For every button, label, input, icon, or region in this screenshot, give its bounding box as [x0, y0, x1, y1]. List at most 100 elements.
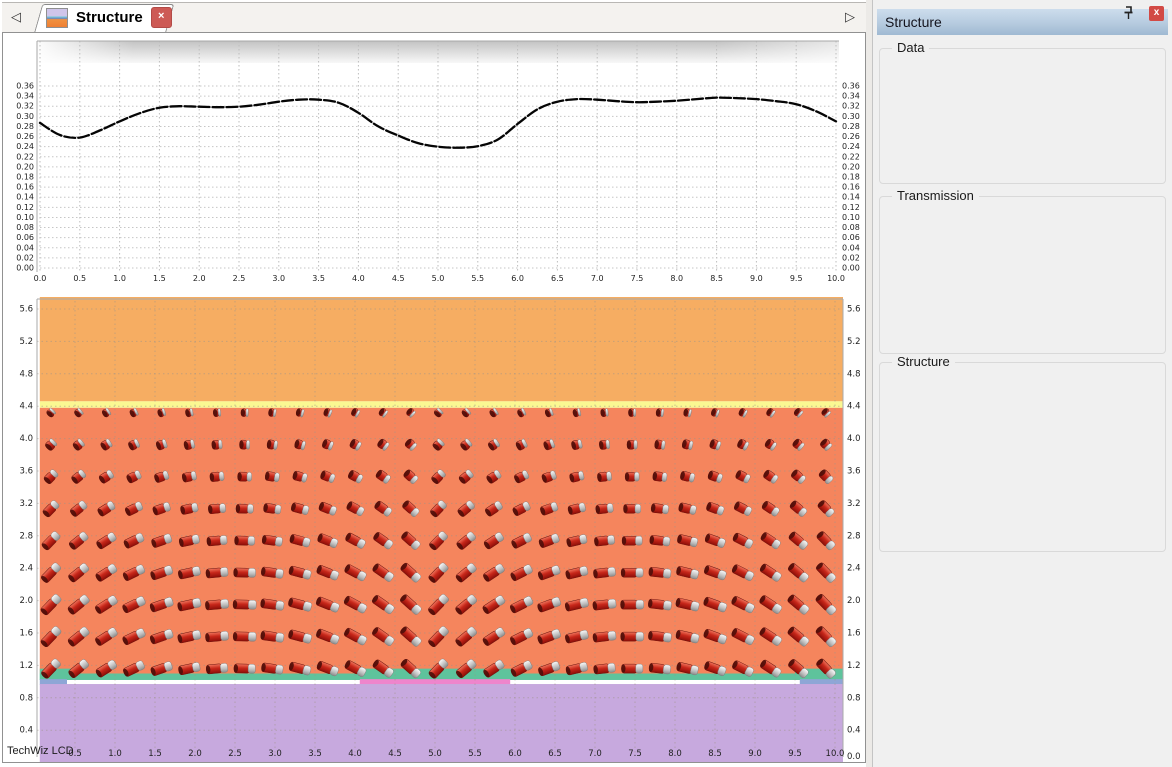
- svg-text:5.5: 5.5: [471, 274, 484, 283]
- svg-text:4.4: 4.4: [19, 402, 33, 412]
- transmission-group: Transmission: [879, 188, 1166, 354]
- svg-text:0.04: 0.04: [16, 243, 34, 252]
- svg-text:0.36: 0.36: [16, 82, 34, 91]
- svg-text:2.4: 2.4: [847, 564, 861, 574]
- svg-text:4.8: 4.8: [19, 369, 33, 379]
- svg-text:0.20: 0.20: [842, 162, 860, 171]
- svg-text:0.30: 0.30: [16, 112, 34, 121]
- svg-text:0.26: 0.26: [16, 132, 34, 141]
- svg-text:2.0: 2.0: [193, 274, 206, 283]
- panel-title-bar: Structure: [877, 9, 1168, 35]
- svg-text:8.5: 8.5: [710, 274, 723, 283]
- svg-text:1.6: 1.6: [847, 629, 861, 639]
- svg-text:2.8: 2.8: [847, 531, 861, 541]
- svg-text:3.6: 3.6: [847, 467, 861, 477]
- svg-text:2.4: 2.4: [19, 564, 33, 574]
- svg-text:4.0: 4.0: [19, 434, 33, 444]
- svg-text:1.5: 1.5: [153, 274, 166, 283]
- transmission-chart[interactable]: 0.36 0.36 0.34 0.34 0.32 0.32 0.30 0.30 0.28 0.28…: [3, 33, 865, 297]
- svg-text:1.2: 1.2: [847, 661, 861, 671]
- svg-text:0.36: 0.36: [842, 82, 860, 91]
- svg-text:8.5: 8.5: [708, 749, 722, 759]
- svg-text:3.0: 3.0: [272, 274, 285, 283]
- pin-icon[interactable]: [1120, 5, 1136, 21]
- svg-text:0.14: 0.14: [16, 193, 34, 202]
- svg-text:6.0: 6.0: [508, 749, 522, 759]
- svg-text:5.6: 5.6: [847, 305, 861, 315]
- svg-text:0.16: 0.16: [842, 183, 860, 192]
- structure-group-label: Structure: [892, 354, 955, 369]
- svg-text:0.00: 0.00: [842, 264, 860, 273]
- svg-text:4.4: 4.4: [847, 402, 861, 412]
- svg-text:0.32: 0.32: [842, 102, 860, 111]
- svg-text:0.00: 0.00: [16, 264, 34, 273]
- svg-text:0.06: 0.06: [16, 233, 34, 242]
- structure-visualization[interactable]: 5.6 5.2 4.8 4.4 4.0 3.6 3.2 2.8 2.4 2.0 1.6 1.2 0.8 0…: [3, 297, 865, 762]
- svg-text:2.5: 2.5: [228, 749, 242, 759]
- svg-text:0.26: 0.26: [842, 132, 860, 141]
- svg-text:4.5: 4.5: [388, 749, 402, 759]
- svg-text:0.34: 0.34: [842, 92, 860, 101]
- svg-text:5.2: 5.2: [19, 337, 33, 347]
- tab-label: Structure: [76, 9, 143, 26]
- tab-close-icon[interactable]: ×: [150, 7, 172, 28]
- svg-text:2.8: 2.8: [19, 531, 33, 541]
- svg-text:0.5: 0.5: [73, 274, 86, 283]
- svg-text:2.0: 2.0: [188, 749, 202, 759]
- structure-thumbnail-icon: [46, 7, 68, 28]
- svg-text:3.5: 3.5: [308, 749, 322, 759]
- svg-text:9.0: 9.0: [750, 274, 763, 283]
- panel-title: Structure: [885, 14, 942, 30]
- tab-scroll-right-icon[interactable]: ▷: [845, 10, 855, 25]
- svg-text:0.28: 0.28: [842, 122, 860, 131]
- document-tab-bar: ◁ ▷ Structure ×: [2, 2, 866, 34]
- svg-text:0.16: 0.16: [16, 183, 34, 192]
- structure-settings-panel: Structure x Data Offset Angle 0 deg Volt…: [872, 0, 1172, 767]
- svg-text:0.32: 0.32: [16, 102, 34, 111]
- svg-text:7.5: 7.5: [631, 274, 644, 283]
- svg-text:0.0: 0.0: [847, 752, 861, 762]
- svg-text:0.08: 0.08: [842, 223, 860, 232]
- svg-text:4.0: 4.0: [847, 434, 861, 444]
- svg-text:5.5: 5.5: [468, 749, 482, 759]
- svg-text:0.22: 0.22: [16, 152, 34, 161]
- svg-text:3.0: 3.0: [268, 749, 282, 759]
- svg-text:0.14: 0.14: [842, 193, 860, 202]
- svg-text:0.04: 0.04: [842, 243, 860, 252]
- panel-close-icon[interactable]: x: [1149, 6, 1164, 21]
- svg-text:0.8: 0.8: [19, 693, 33, 703]
- svg-text:0.34: 0.34: [16, 92, 34, 101]
- svg-text:7.0: 7.0: [591, 274, 604, 283]
- svg-text:9.5: 9.5: [790, 274, 803, 283]
- data-group-label: Data: [892, 40, 930, 55]
- svg-text:10.0: 10.0: [826, 749, 845, 759]
- svg-text:1.5: 1.5: [148, 749, 162, 759]
- svg-text:10.0: 10.0: [827, 274, 845, 283]
- structure-group: Structure: [879, 354, 1166, 552]
- svg-text:0.28: 0.28: [16, 122, 34, 131]
- tab-scroll-left-icon[interactable]: ◁: [11, 10, 21, 25]
- svg-text:0.30: 0.30: [842, 112, 860, 121]
- transmission-group-label: Transmission: [892, 188, 979, 203]
- svg-text:4.0: 4.0: [348, 749, 362, 759]
- svg-text:8.0: 8.0: [668, 749, 682, 759]
- svg-text:6.5: 6.5: [548, 749, 562, 759]
- svg-text:4.5: 4.5: [392, 274, 405, 283]
- tab-structure[interactable]: Structure ×: [33, 4, 175, 34]
- svg-text:0.4: 0.4: [19, 726, 33, 736]
- svg-text:0.08: 0.08: [16, 223, 34, 232]
- svg-text:3.2: 3.2: [847, 499, 861, 509]
- svg-text:7.5: 7.5: [628, 749, 642, 759]
- svg-text:0.8: 0.8: [847, 693, 861, 703]
- techwiz-watermark: TechWiz LCD: [7, 745, 74, 757]
- data-group: Data: [879, 40, 1166, 184]
- svg-text:5.2: 5.2: [847, 337, 861, 347]
- svg-text:3.5: 3.5: [312, 274, 325, 283]
- svg-text:9.0: 9.0: [748, 749, 762, 759]
- graph-pane: 0.36 0.36 0.34 0.34 0.32 0.32 0.30 0.30 0.28 0.28…: [2, 32, 866, 763]
- svg-text:6.5: 6.5: [551, 274, 564, 283]
- svg-text:3.6: 3.6: [19, 467, 33, 477]
- svg-text:5.0: 5.0: [428, 749, 442, 759]
- pane-splitter[interactable]: [866, 0, 872, 767]
